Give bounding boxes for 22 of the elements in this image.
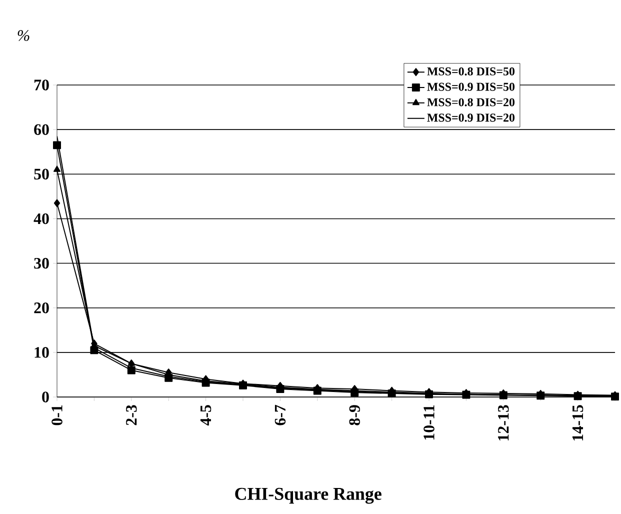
x-tick-label: 2-3 bbox=[126, 405, 137, 426]
y-axis-title: % bbox=[18, 30, 30, 41]
x-tick-label: 12-13 bbox=[498, 405, 509, 440]
y-tick-label: 40 bbox=[34, 213, 49, 224]
y-tick-label: 0 bbox=[42, 392, 49, 402]
x-tick-label: 4-5 bbox=[200, 405, 212, 426]
x-tick-label: 6-7 bbox=[274, 404, 286, 426]
y-tick-label: 50 bbox=[34, 168, 49, 180]
x-tick-label: 14-15 bbox=[572, 405, 584, 440]
legend-label: MSS=0.8 DIS=20 bbox=[427, 98, 514, 106]
y-tick-label: 20 bbox=[34, 302, 49, 314]
legend-label: MSS=0.9 DIS=50 bbox=[427, 82, 514, 91]
y-tick-label: 70 bbox=[34, 80, 49, 90]
x-tick-label: 10-11 bbox=[424, 405, 434, 440]
x-axis-title: CHI-Square Range bbox=[235, 488, 382, 504]
y-tick-label: 60 bbox=[34, 124, 49, 135]
y-tick-label: 10 bbox=[34, 347, 49, 358]
legend-label: MSS=0.9 DIS=20 bbox=[427, 114, 514, 122]
x-tick-label: 0-1 bbox=[52, 405, 62, 426]
y-tick-label: 30 bbox=[34, 258, 49, 269]
legend-label: MSS=0.8 DIS=50 bbox=[427, 67, 514, 76]
x-tick-label: 8-9 bbox=[349, 405, 360, 426]
